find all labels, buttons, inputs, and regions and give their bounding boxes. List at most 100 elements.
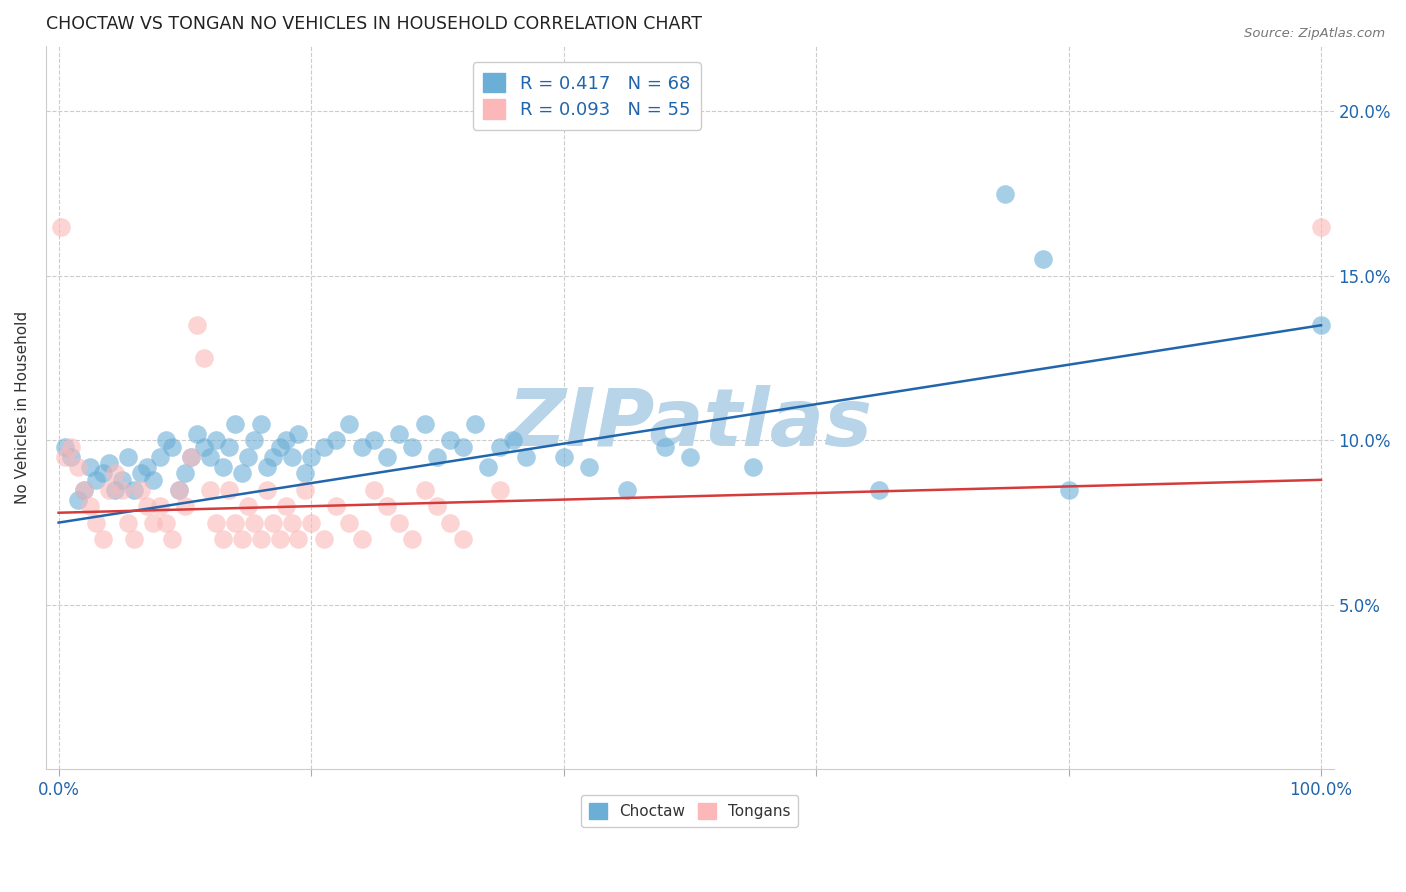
Point (363, 434, 385, 448)
Point (193, 351, 215, 366)
Point (413, 483, 436, 497)
Point (60, 440, 83, 454)
Point (160, 532, 183, 546)
Point (224, 417, 246, 431)
Point (124, 483, 146, 497)
Point (553, 450, 575, 464)
Point (299, 516, 322, 530)
Point (502, 434, 524, 448)
Point (426, 450, 449, 464)
Point (186, 318, 208, 333)
Point (104, 483, 127, 497)
Point (117, 516, 139, 530)
Point (205, 434, 228, 448)
Point (167, 483, 190, 497)
Point (1057, 483, 1080, 497)
Point (515, 450, 537, 464)
Point (281, 516, 304, 530)
Point (117, 450, 139, 464)
Point (198, 483, 221, 497)
Point (451, 532, 474, 546)
Point (426, 499, 449, 513)
Point (86, 516, 108, 530)
Point (388, 426, 411, 441)
Point (401, 440, 423, 454)
Point (149, 450, 172, 464)
Legend: Choctaw, Tongans: Choctaw, Tongans (581, 795, 799, 827)
Point (312, 532, 335, 546)
Point (155, 434, 177, 448)
Point (160, 440, 183, 454)
Point (129, 467, 152, 481)
Point (186, 426, 208, 441)
Point (1032, 252, 1054, 267)
Point (198, 450, 221, 464)
Point (231, 467, 253, 481)
Text: Source: ZipAtlas.com: Source: ZipAtlas.com (1244, 27, 1385, 40)
Point (742, 459, 765, 474)
Point (451, 440, 474, 454)
Point (262, 450, 284, 464)
Point (363, 483, 385, 497)
Point (439, 516, 461, 530)
Point (262, 516, 284, 530)
Point (256, 483, 278, 497)
Point (104, 467, 127, 481)
Point (325, 499, 347, 513)
Point (231, 532, 253, 546)
Point (136, 499, 159, 513)
Point (679, 450, 702, 464)
Point (173, 499, 195, 513)
Point (49, 219, 72, 234)
Point (464, 417, 486, 431)
Point (86, 473, 108, 487)
Point (249, 532, 271, 546)
Point (66, 459, 89, 474)
Point (91, 467, 114, 481)
Point (243, 434, 266, 448)
Point (337, 516, 360, 530)
Point (299, 450, 322, 464)
Point (142, 473, 165, 487)
Point (111, 473, 134, 487)
Point (224, 516, 246, 530)
Point (1310, 318, 1333, 333)
Point (149, 499, 172, 513)
Point (173, 467, 195, 481)
Point (142, 516, 165, 530)
Text: CHOCTAW VS TONGAN NO VEHICLES IN HOUSEHOLD CORRELATION CHART: CHOCTAW VS TONGAN NO VEHICLES IN HOUSEHO… (46, 15, 702, 33)
Point (205, 516, 228, 530)
Point (294, 483, 316, 497)
Point (269, 532, 291, 546)
Point (243, 516, 266, 530)
Point (91, 532, 114, 546)
Point (98, 457, 121, 471)
Point (218, 440, 240, 454)
Point (136, 459, 159, 474)
Point (375, 499, 398, 513)
Point (79, 499, 101, 513)
Point (489, 440, 512, 454)
Point (79, 459, 101, 474)
Point (274, 499, 297, 513)
Point (616, 483, 638, 497)
Point (350, 532, 373, 546)
Point (274, 434, 297, 448)
Point (994, 186, 1017, 201)
Point (1310, 219, 1333, 234)
Point (375, 450, 398, 464)
Point (60, 450, 83, 464)
Point (211, 532, 233, 546)
Point (388, 516, 411, 530)
Point (98, 483, 121, 497)
Point (477, 459, 499, 474)
Point (249, 417, 271, 431)
Point (180, 450, 202, 464)
Point (73, 483, 96, 497)
Point (654, 440, 676, 454)
Point (236, 499, 259, 513)
Point (53, 440, 76, 454)
Point (312, 440, 335, 454)
Point (129, 483, 152, 497)
Point (111, 483, 134, 497)
